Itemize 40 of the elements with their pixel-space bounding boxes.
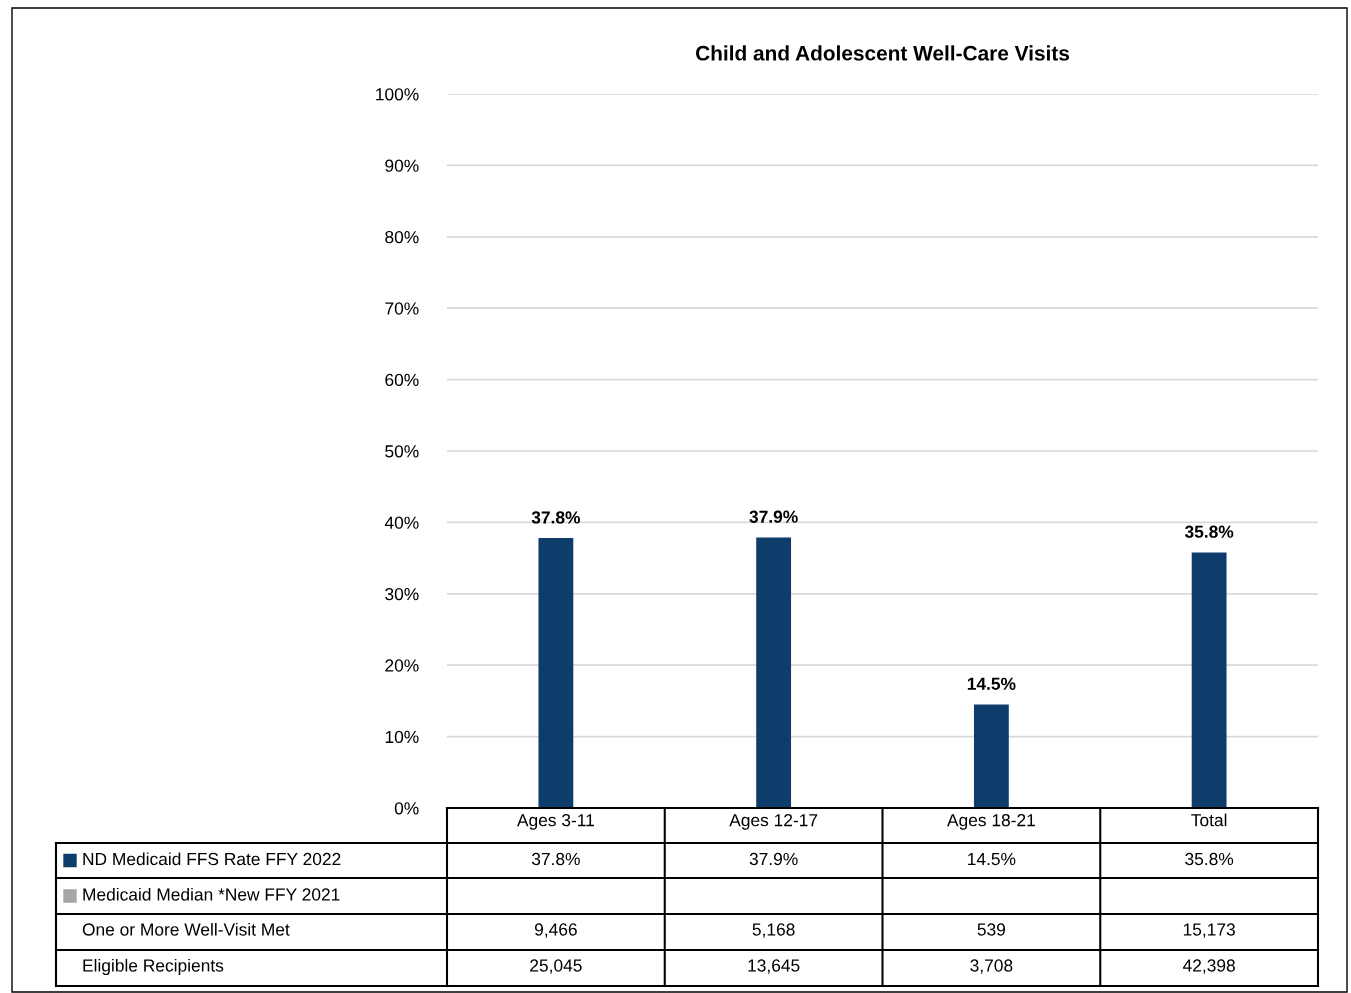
y-tick-label: 80% <box>385 230 419 244</box>
bar <box>756 537 792 808</box>
chart-title: Child and Adolescent Well-Care Visits <box>696 45 1070 61</box>
y-tick-label: 30% <box>385 587 419 601</box>
y-tick-label: 0% <box>394 802 419 815</box>
y-tick-label: 60% <box>385 373 419 387</box>
data-label: 37.8% <box>531 852 580 866</box>
bar <box>1191 552 1227 808</box>
x-tick-label: Ages 18-21 <box>947 814 1035 830</box>
text: 42,398 <box>1182 959 1235 974</box>
x-tick-label: Total <box>1191 813 1227 827</box>
text: 9,466 <box>534 923 577 938</box>
text: 3,708 <box>970 959 1013 974</box>
text: 35.8% <box>1184 525 1234 538</box>
text: 37.9% <box>749 510 798 523</box>
y-tick-label: 10% <box>385 730 419 744</box>
text: 37.8% <box>531 511 581 524</box>
bar <box>973 704 1009 808</box>
text: 13,645 <box>748 959 800 974</box>
y-tick-label: 100% <box>376 88 419 101</box>
data-label: 35.8% <box>1185 852 1234 866</box>
text: 539 <box>977 923 1006 936</box>
text: 5,168 <box>752 923 795 938</box>
text: One or More Well-Visit Met <box>82 922 290 936</box>
bar <box>538 538 574 808</box>
y-tick-label: 50% <box>385 445 419 458</box>
legend-label: Medicaid Median *New FFY 2021 <box>83 887 340 901</box>
data-label: 14.5% <box>968 852 1016 866</box>
text: 15,173 <box>1183 923 1235 938</box>
y-tick-label: 90% <box>385 159 419 172</box>
y-tick-label: 20% <box>385 659 419 672</box>
y-tick-label: 40% <box>384 516 419 529</box>
legend-label: ND Medicaid FFS Rate FFY 2022 <box>83 852 341 866</box>
text: 25,045 <box>530 959 582 974</box>
x-tick-label: Ages 12-17 <box>729 814 818 830</box>
data-label: 37.9% <box>749 852 798 866</box>
text: 14.5% <box>967 677 1016 690</box>
text: Eligible Recipients <box>83 958 224 976</box>
x-tick-label: Ages 3-11 <box>516 814 594 830</box>
y-tick-label: 70% <box>385 302 419 315</box>
